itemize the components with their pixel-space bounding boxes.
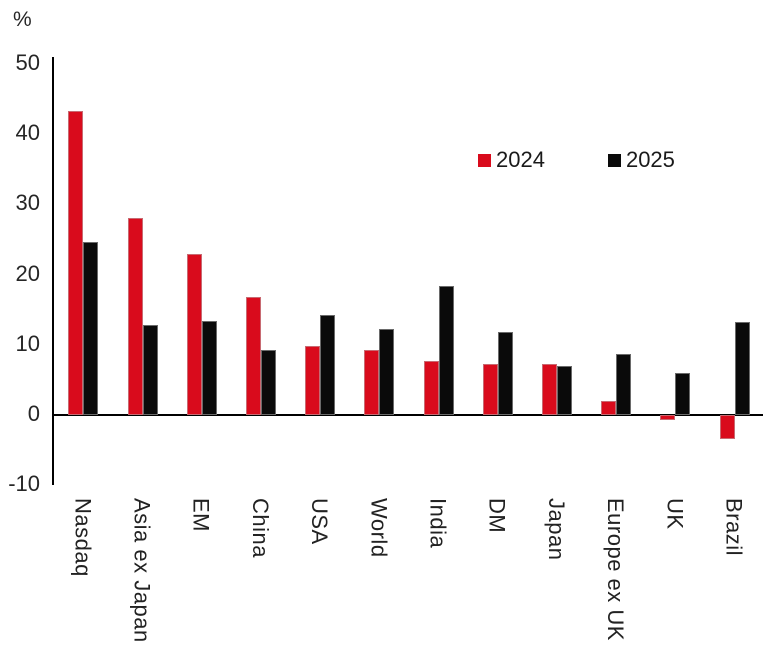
y-tick-label: 30 [15,190,40,216]
x-axis-label-usa: USA [307,498,333,545]
y-tick-label: 0 [27,400,40,426]
y-tick-label: 20 [15,260,40,286]
y-tick-label: -10 [8,471,40,496]
bar-2024-europe-ex-uk [601,400,617,415]
x-axis-label-uk: UK [662,498,688,530]
bar-2025-dm [497,332,513,415]
x-axis-label-em: EM [188,498,214,532]
legend-label-2025: 2025 [625,147,675,172]
x-axis-label-nasdaq: Nasdaq [70,498,96,577]
bar-2024-india [423,360,439,415]
x-axis-label-asia-ex-japan: Asia ex Japan [129,498,155,643]
legend-item-2025: 2025 [607,147,675,173]
bar-2024-world [364,349,380,415]
y-axis-line [52,57,54,485]
bar-2025-em [201,320,217,415]
bar-2024-uk [660,414,676,420]
y-tick-label: 40 [15,120,40,146]
y-axis-unit-label: % [13,8,32,31]
bar-2025-uk [675,373,691,415]
x-axis-label-europe-ex-uk: Europe ex UK [603,498,629,641]
bar-2024-china [245,296,261,415]
x-axis-label-dm: DM [484,498,510,534]
legend-swatch-2024-icon [478,153,491,167]
bar-2025-japan [556,366,572,415]
bar-2024-usa [305,346,321,415]
legend-item-2024: 2024 [478,147,545,173]
y-tick-label: 10 [15,330,40,356]
x-axis-label-brazil: Brazil [721,498,747,557]
x-axis-label-china: China [247,498,273,558]
x-axis-label-japan: Japan [543,498,569,561]
legend-swatch-2025-icon [607,153,621,167]
y-tick-label: 50 [15,50,40,75]
legend: 2024 2025 [478,147,675,173]
legend-label-2024: 2024 [496,147,545,172]
bar-2025-india [438,285,454,415]
bar-2025-usa [320,315,336,415]
bar-2024-asia-ex-japan [127,218,143,415]
bar-2024-em [186,254,202,415]
bar-2024-nasdaq [68,111,84,415]
bar-2024-brazil [719,414,735,440]
zero-baseline [53,413,763,416]
x-axis-label-world: World [366,498,392,558]
bar-2025-asia-ex-japan [142,325,158,415]
bar-2025-world [379,329,395,415]
bar-2025-europe-ex-uk [616,354,632,415]
bar-2024-japan [541,364,557,415]
x-axis-label-india: India [425,498,451,549]
bar-2025-brazil [734,321,750,415]
bar-2025-nasdaq [83,241,99,415]
x-axis-labels: Nasdaq Asia ex Japan EM China USA World India D… [0,498,781,648]
plot-area: 2024 2025 [52,57,763,485]
bar-2025-china [260,350,276,415]
bar-2024-dm [482,364,498,415]
